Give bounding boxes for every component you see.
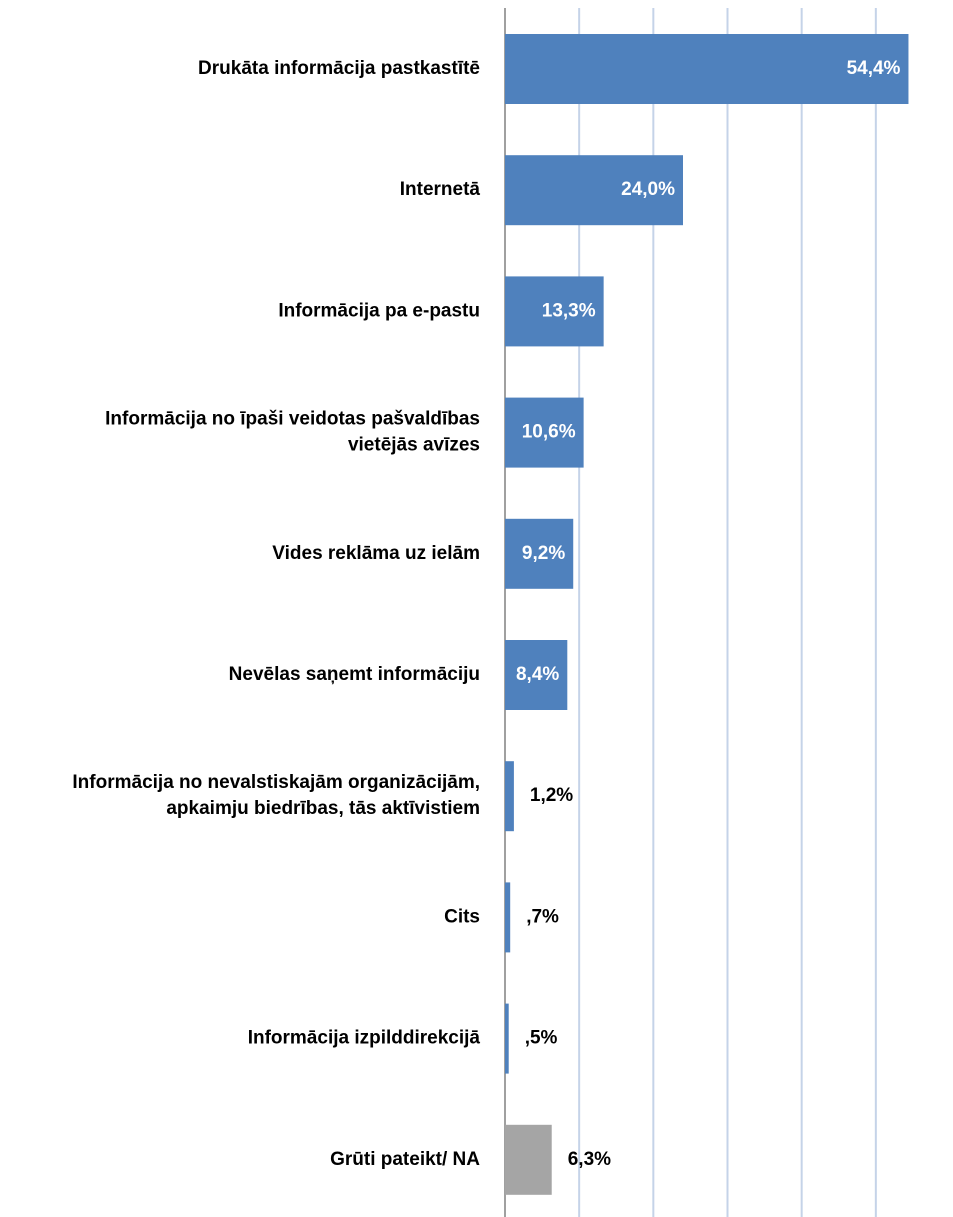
value-label: 1,2% bbox=[530, 785, 573, 806]
bar bbox=[505, 34, 909, 104]
y-tick-label: Drukāta informācija pastkastītē bbox=[198, 58, 480, 79]
value-label: 13,3% bbox=[542, 300, 596, 321]
value-label: 9,2% bbox=[522, 543, 565, 564]
y-tick-label: Nevēlas saņemt informāciju bbox=[229, 664, 480, 685]
value-label: ,5% bbox=[525, 1028, 558, 1049]
bar bbox=[505, 155, 683, 226]
y-tick-label: Grūti pateikt/ NA bbox=[330, 1149, 480, 1170]
bar bbox=[505, 518, 574, 589]
y-tick-label: Informācija izpilddirekcijā bbox=[248, 1028, 481, 1049]
y-tick-label: Informācija pa e-pastu bbox=[278, 300, 480, 321]
bar bbox=[505, 397, 584, 468]
value-label: 10,6% bbox=[522, 422, 576, 443]
y-tick-label: Vides reklāma uz ielām bbox=[272, 543, 480, 564]
bar bbox=[505, 761, 514, 832]
y-tick-label: Informācija no nevalstiskajām organizāci… bbox=[72, 772, 480, 793]
bar bbox=[505, 640, 568, 710]
value-label: 54,4% bbox=[847, 58, 901, 79]
y-tick-label: vietējās avīzes bbox=[348, 435, 480, 456]
value-label: 24,0% bbox=[621, 179, 675, 200]
bar bbox=[505, 882, 511, 953]
y-tick-label: Internetā bbox=[400, 179, 481, 200]
y-tick-label: Informācija no īpaši veidotas pašvaldība… bbox=[105, 409, 480, 430]
value-label: 6,3% bbox=[568, 1149, 611, 1170]
value-label: 8,4% bbox=[516, 664, 559, 685]
bar bbox=[505, 1003, 509, 1074]
bar bbox=[505, 276, 604, 347]
y-tick-label: apkaimju biedrības, tās aktīvistiem bbox=[166, 798, 480, 819]
bar bbox=[505, 1124, 552, 1195]
y-tick-label: Cits bbox=[444, 906, 480, 927]
value-label: ,7% bbox=[526, 906, 559, 927]
